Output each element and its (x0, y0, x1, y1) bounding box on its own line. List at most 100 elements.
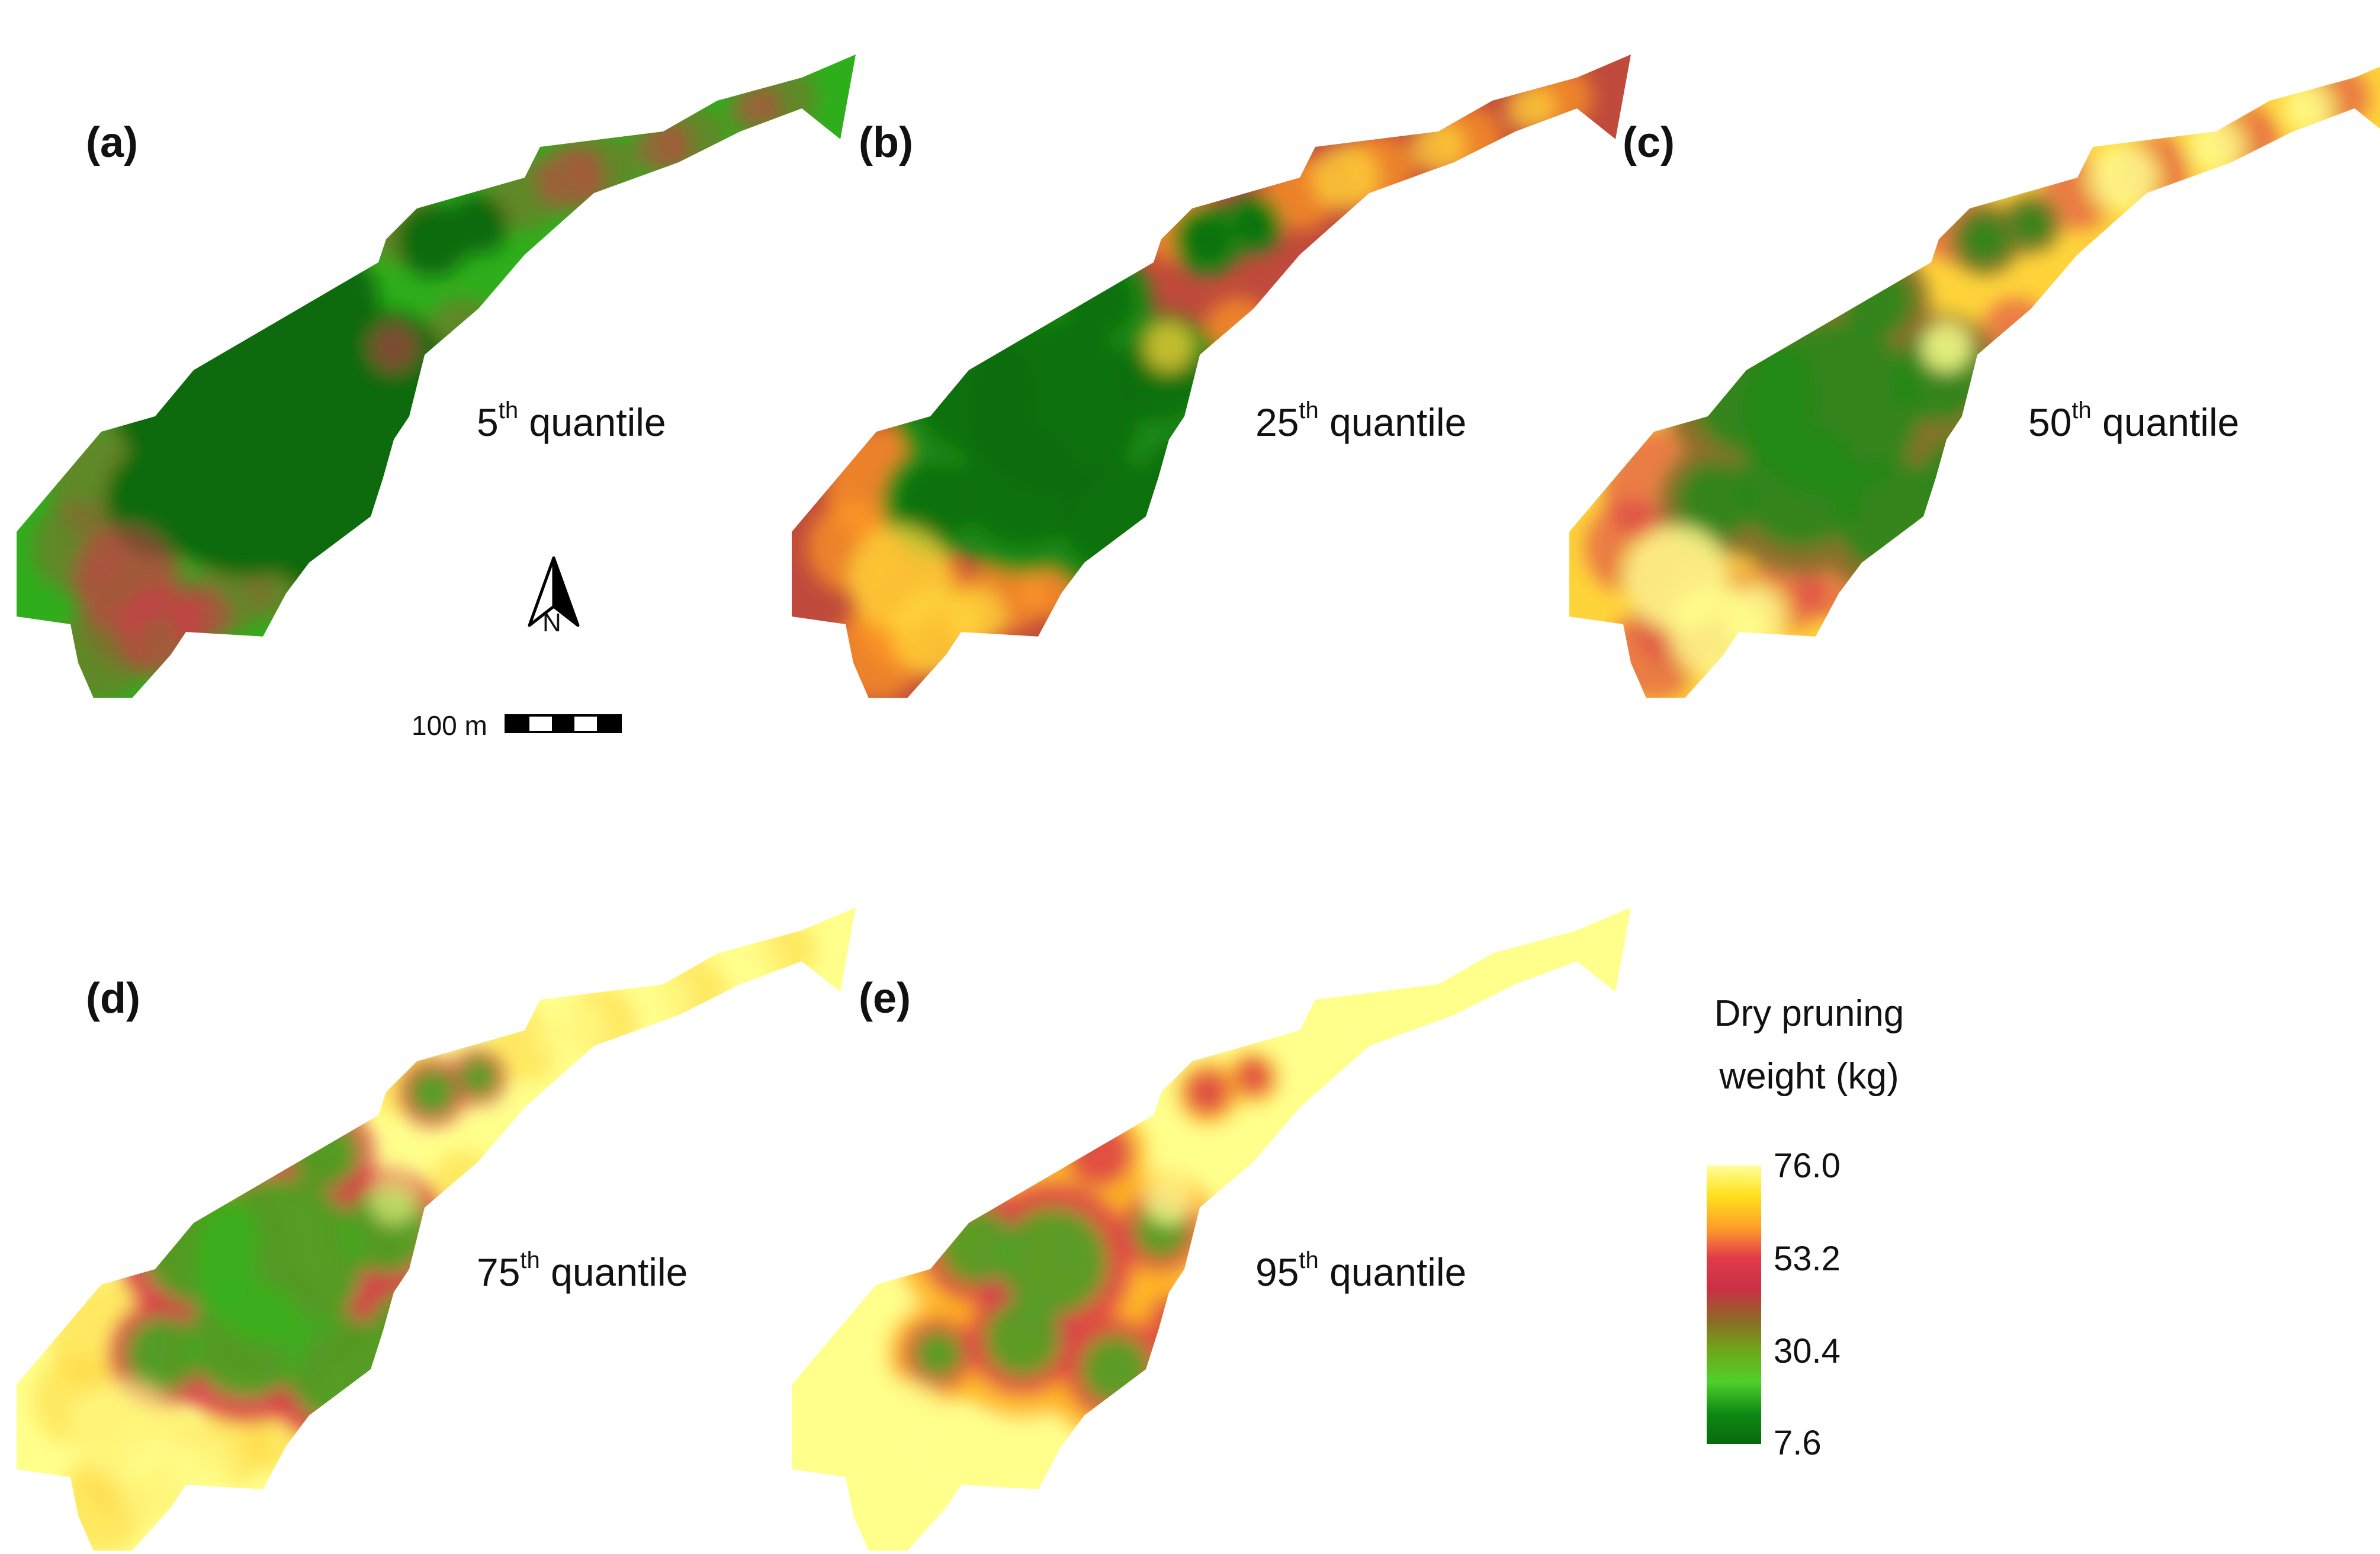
quantile-number: 75 (477, 1250, 521, 1294)
map-hot-patch-7 (946, 586, 1007, 647)
map-hot-patch-7 (1723, 586, 1785, 647)
north-label: N (542, 608, 561, 637)
map-inner2-patch-5 (914, 1330, 962, 1378)
panel-label: (b) (859, 119, 913, 166)
map-texture (1569, 24, 2380, 701)
north-arrow: N (521, 556, 586, 641)
map-hot-patch-5 (731, 84, 781, 133)
legend-tick-76: 76.0 (1774, 1147, 1841, 1185)
map-hot-patch-6 (369, 1175, 419, 1225)
map-hot-patch-5 (2283, 84, 2333, 133)
map-inner-patch-8 (1235, 1058, 1273, 1096)
map-texture (792, 876, 1639, 1554)
map-texture (17, 876, 863, 1554)
map-inner-patch-8 (459, 1057, 498, 1096)
map-inner-patch-4 (960, 423, 1085, 548)
scale-bar-label: 100 m (412, 710, 487, 741)
map-hot-patch-3 (537, 996, 605, 1065)
map-hot-patch-2 (1849, 173, 1905, 229)
legend-title-line2: weight (kg) (1719, 1056, 1899, 1097)
quantile-number: 50 (2028, 400, 2072, 444)
map-hot-patch-5 (1506, 936, 1556, 986)
map-inner-patch-5 (125, 1316, 201, 1392)
map-hot-patch-3 (2089, 143, 2158, 212)
map-inner-patch-8 (1233, 203, 1274, 245)
map-inner-patch-7 (408, 1068, 457, 1116)
field-map-5 (792, 876, 1639, 1554)
quantile-caption: 25th quantile (1255, 399, 1467, 444)
map-hot-patch-6 (1922, 322, 1971, 372)
map-inner-patch-4 (188, 1279, 307, 1398)
map-inner2-patch-4 (984, 1300, 1061, 1377)
map-hot-patch-2 (297, 1026, 352, 1081)
map-inner-patch-7 (1960, 214, 2010, 265)
map-inner-patch-7 (1184, 1069, 1231, 1115)
map-inner-patch-5 (898, 461, 978, 541)
panel-label: (c) (1623, 119, 1675, 166)
map-ring-patch-5 (1080, 1010, 1166, 1097)
legend-tick-53: 53.2 (1774, 1240, 1841, 1278)
quantile-word: quantile (1329, 400, 1467, 444)
map-ring-patch-4 (1803, 188, 1890, 275)
map-ring-patch-4 (1026, 1041, 1112, 1128)
panel-label: (e) (859, 975, 911, 1022)
map-core-patch-8 (448, 193, 509, 255)
map-inner-patch-7 (1182, 214, 1233, 265)
map-ring-patch-5 (1857, 158, 1944, 244)
quantile-caption: 50th quantile (2028, 399, 2240, 444)
legend-color-ramp (1707, 1166, 1761, 1444)
quantile-word: quantile (529, 400, 666, 444)
map-hot-patch-3 (1312, 996, 1380, 1065)
map-inner-patch-8 (2010, 203, 2052, 245)
quantile-word: quantile (2102, 400, 2240, 444)
quantile-number: 25 (1255, 400, 1299, 444)
scale-bar-segment (574, 717, 597, 731)
map-hot-patch-5 (1506, 84, 1556, 133)
map-inner-patch-5 (1676, 461, 1755, 541)
map-hot-patch-6 (369, 322, 419, 372)
panel-label: (d) (86, 975, 140, 1022)
quantile-caption: 95th quantile (1255, 1248, 1467, 1294)
scale-bar (505, 714, 622, 733)
field-map-1 (17, 24, 863, 701)
map-hot-patch-6 (1144, 1175, 1194, 1225)
map-inner-patch-4 (1737, 423, 1863, 548)
quantile-word: quantile (551, 1250, 688, 1294)
panel-label: (a) (86, 119, 138, 166)
scale-bar-segment (552, 717, 574, 731)
map-texture (17, 24, 863, 701)
quantile-suffix: th (498, 397, 519, 423)
map-hot-patch-3 (1312, 143, 1380, 212)
map-hot-patch-2 (297, 173, 352, 229)
field-map-4 (17, 876, 863, 1554)
map-hot-patch-7 (171, 586, 232, 647)
quantile-number: 95 (1255, 1250, 1299, 1294)
map-ring-patch-5 (1080, 158, 1166, 244)
scale-bar-segment (529, 717, 552, 731)
map-ring-patch-4 (1026, 188, 1112, 275)
map-ring-patch-4 (250, 188, 337, 275)
map-texture (792, 24, 1639, 701)
scale-bar-segment (597, 717, 619, 731)
map-ring-patch-4 (250, 1041, 337, 1128)
map-inner2-patch-0 (999, 1207, 1108, 1316)
quantile-suffix: th (1299, 397, 1319, 423)
map-hot-patch-6 (1144, 322, 1194, 372)
field-map-2 (792, 24, 1639, 701)
map-hot-patch-5 (731, 936, 781, 986)
quantile-caption: 75th quantile (477, 1248, 688, 1294)
map-hot-patch-2 (1072, 173, 1128, 229)
legend-tick-7: 7.6 (1774, 1424, 1822, 1462)
legend-tick-30: 30.4 (1774, 1332, 1841, 1370)
quantile-word: quantile (1329, 1250, 1467, 1294)
map-ring-patch-5 (304, 158, 391, 244)
scale-bar-segment (507, 717, 529, 731)
quantile-suffix: th (2071, 397, 2092, 423)
north-arrow-right-icon (552, 556, 580, 627)
quantile-suffix: th (1299, 1247, 1319, 1273)
map-hot-patch-7 (171, 1439, 232, 1500)
quantile-suffix: th (520, 1247, 540, 1273)
legend-title-line1: Dry pruning (1714, 993, 1904, 1034)
quantile-caption: 5th quantile (477, 399, 666, 444)
map-hot-patch-2 (1072, 1026, 1128, 1081)
